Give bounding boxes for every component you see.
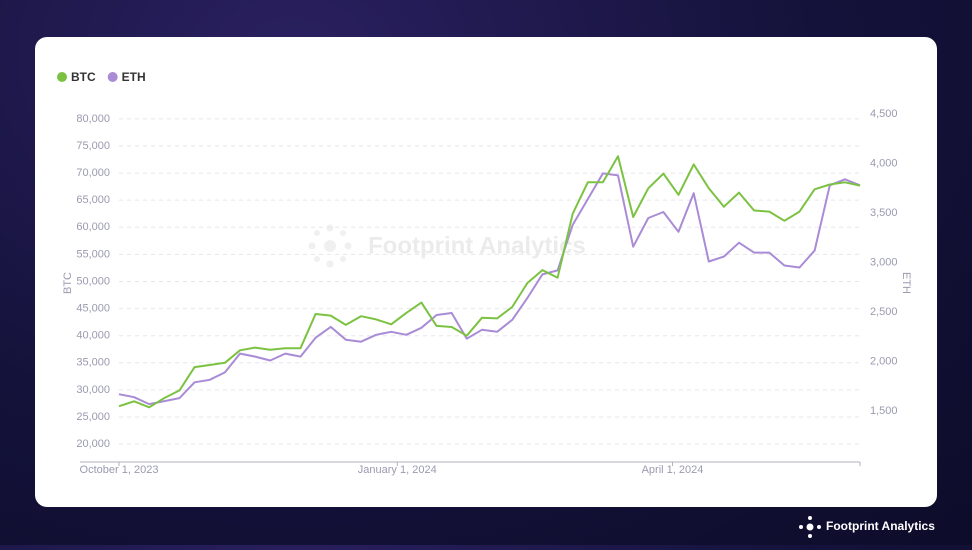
y-tick-label: 40,000 [76,330,110,342]
x-tick-label: April 1, 2024 [642,464,704,476]
series-line [118,172,861,406]
y2-tick-label: 2,000 [870,355,898,367]
watermark: Footprint Analytics [308,224,586,268]
y-tick-label: 70,000 [76,167,110,179]
x-tick-label: October 1, 2023 [80,464,159,476]
y-tick-label: 60,000 [76,221,110,233]
y2-tick-label: 2,500 [870,306,898,318]
legend-swatch [107,72,118,82]
y-tick-label: 45,000 [76,303,110,315]
y-axis-label: BTC [62,272,74,294]
y-tick-label: 25,000 [76,411,110,423]
legend-label: ETH [122,70,146,84]
y-tick-label: 50,000 [76,275,110,287]
y2-tick-label: 4,000 [870,157,898,169]
y-tick-label: 65,000 [76,194,110,206]
x-tick-label: January 1, 2024 [358,464,437,476]
brand: Footprint Analytics [799,516,935,538]
legend-label: BTC [71,70,96,84]
series-line [118,155,861,409]
y2-axis-label: ETH [900,272,912,294]
legend-item: ETH [107,70,146,84]
y-tick-label: 55,000 [76,248,110,260]
watermark-text: Footprint Analytics [368,232,586,259]
y-tick-label: 20,000 [76,438,110,450]
legend-item: BTC [57,70,96,84]
y-tick-label: 35,000 [76,357,110,369]
legend-swatch [57,72,67,82]
y2-tick-label: 1,500 [870,405,898,417]
y-tick-label: 75,000 [76,140,110,152]
y-tick-label: 80,000 [76,113,110,125]
brand-text: Footprint Analytics [826,519,935,533]
y2-tick-label: 4,500 [870,108,898,120]
card [35,37,937,507]
y2-tick-label: 3,500 [870,207,898,219]
y-tick-label: 30,000 [76,384,110,396]
y2-tick-label: 3,000 [870,256,898,268]
